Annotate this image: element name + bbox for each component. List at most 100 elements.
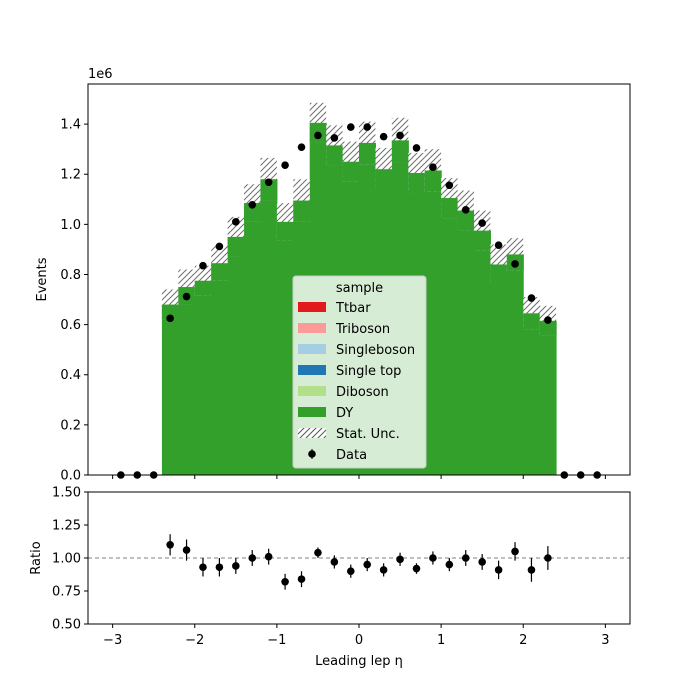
- main-plot-panel: 0.0 0.2 0.4 0.6 0.8 1.0 1.2 1.4 1e6 Events samp…: [35, 67, 631, 484]
- data-point: [511, 260, 519, 268]
- ratio-y-tick-label: 1.25: [52, 519, 81, 534]
- x-tick-label: 0: [355, 633, 363, 648]
- main-y-ticks: 0.0 0.2 0.4 0.6 0.8 1.0 1.2 1.4: [60, 118, 88, 484]
- legend-label: Data: [336, 448, 367, 463]
- ratio-point: [166, 541, 174, 549]
- ratio-point: [527, 566, 536, 574]
- histogram-bar: [441, 198, 459, 475]
- ratio-point: [396, 555, 404, 564]
- histogram-bar-overlay: [342, 161, 360, 182]
- ratio-point: [199, 563, 207, 572]
- data-point: [527, 294, 536, 302]
- histogram-bar-overlay: [227, 236, 245, 257]
- data-point: [544, 316, 552, 324]
- ratio-y-tick-label: 1.00: [52, 552, 81, 567]
- histogram-bar-overlay: [161, 304, 179, 320]
- data-point: [330, 134, 339, 142]
- histogram-bar-overlay: [194, 280, 212, 296]
- histogram-bar-overlay: [424, 170, 442, 192]
- legend-hatch-swatch: [298, 428, 326, 438]
- histogram-bar: [490, 264, 508, 475]
- data-point: [314, 131, 322, 140]
- ratio-point: [346, 567, 355, 575]
- histogram-bar-overlay: [457, 210, 475, 231]
- ratio-point: [445, 560, 454, 569]
- data-point: [166, 314, 174, 323]
- ratio-y-tick-label: 1.50: [52, 486, 81, 501]
- histogram-bar: [539, 320, 557, 475]
- histogram-bar-overlay: [523, 313, 541, 330]
- histogram-bar: [523, 313, 541, 475]
- ratio-point: [281, 577, 289, 586]
- legend: sample Ttbar Triboson Singleboson Single to…: [292, 275, 427, 469]
- histogram-bar-overlay: [293, 200, 311, 222]
- ratio-axes-frame: [87, 491, 631, 625]
- ratio-point: [330, 558, 339, 566]
- data-point: [199, 261, 207, 270]
- data-point: [461, 206, 470, 214]
- legend-title: sample: [336, 281, 383, 296]
- ratio-point: [494, 566, 503, 574]
- legend-swatch: [298, 323, 326, 333]
- histogram-bar-overlay: [359, 142, 376, 165]
- histogram-bar: [194, 280, 212, 475]
- ratio-plot-panel: 0.50 0.75 1.00 1.25 1.50 −3 −2 −1 0 1 2 3 Ratio Le…: [29, 486, 631, 669]
- y-tick-label: 0.4: [60, 368, 81, 383]
- histogram-bar: [161, 304, 179, 475]
- data-point: [478, 219, 486, 227]
- histogram-bar: [178, 287, 196, 475]
- ratio-point: [412, 564, 421, 573]
- ratio-point: [363, 560, 372, 569]
- data-point: [264, 178, 273, 187]
- data-point: [429, 163, 437, 172]
- histogram-bar: [506, 254, 524, 475]
- legend-swatch: [298, 344, 326, 354]
- legend-box: [292, 275, 427, 469]
- ratio-points: [166, 534, 552, 590]
- histogram-bar: [424, 170, 442, 475]
- legend-label: DY: [336, 406, 353, 421]
- main-x-ticks: [112, 475, 606, 479]
- histogram-bar-overlay: [244, 203, 261, 222]
- legend-label: Diboson: [336, 385, 389, 400]
- legend-label: Stat. Unc.: [336, 427, 400, 442]
- legend-label: Ttbar: [335, 301, 371, 316]
- data-point: [412, 144, 421, 152]
- data-point: [215, 242, 224, 251]
- histogram-bar-overlay: [326, 145, 344, 166]
- y-tick-label: 0.2: [60, 418, 81, 433]
- y-tick-label: 1.0: [60, 218, 81, 233]
- data-point: [281, 161, 289, 170]
- histogram-bar-overlay: [211, 263, 229, 281]
- data-point: [182, 292, 191, 301]
- data-point: [297, 143, 306, 151]
- data-point: [396, 131, 404, 140]
- ratio-point: [264, 552, 273, 561]
- ratio-y-tick-label: 0.75: [52, 585, 81, 600]
- histogram-bar-overlay: [408, 172, 426, 194]
- data-point: [445, 181, 454, 190]
- ratio-point: [182, 546, 191, 554]
- legend-swatch: [298, 302, 326, 312]
- legend-items: Ttbar Triboson Singleboson Single top Diboso…: [298, 301, 415, 463]
- data-point: [232, 218, 240, 226]
- main-axes-frame: [87, 83, 631, 476]
- legend-label: Singleboson: [336, 343, 415, 358]
- histogram-bar-overlay: [260, 179, 278, 201]
- x-tick-label: −2: [185, 633, 204, 648]
- histogram-bar: [260, 179, 278, 475]
- ratio-point: [314, 548, 322, 557]
- data-point: [494, 241, 503, 249]
- y-offset-label: 1e6: [88, 67, 113, 82]
- x-tick-label: −1: [267, 633, 286, 648]
- legend-swatch: [298, 386, 326, 396]
- x-tick-label: 2: [519, 633, 527, 648]
- histogram-bar-overlay: [473, 230, 491, 251]
- y-tick-label: 1.4: [60, 118, 81, 133]
- histogram-bar-overlay: [375, 169, 393, 191]
- data-points: [117, 123, 601, 479]
- ratio-y-tick-label: 0.50: [52, 618, 81, 633]
- y-axis-label-ratio: Ratio: [29, 541, 44, 574]
- histogram-bar-overlay: [276, 221, 294, 241]
